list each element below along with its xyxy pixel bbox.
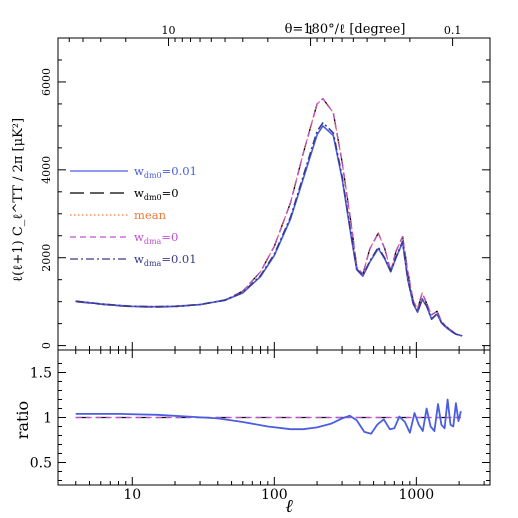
x-tick-label: 100 [261,487,288,503]
spectrum-y-label: ℓ(ℓ+1) C_ℓ^TT / 2π [μK²] [11,118,26,282]
y-tick-label: 2000 [40,244,53,272]
ratio-y-tick-label: 0.5 [30,456,52,472]
ratio-panel: 10 100 1000 0.5 1 1.5 [30,349,491,503]
legend-label: mean [134,208,167,222]
legend-label: wdm0=0 [134,186,179,202]
series-line [75,122,463,337]
ratio-y-tick-label: 1 [43,411,52,427]
y-tick-label: 0 [40,342,53,349]
x-tick-label: 1000 [399,487,435,503]
legend: wdm0=0.01 wdm0=0 mean wdma=0 wdma=0.01 [70,164,197,268]
ratio-y-label: ratio [13,401,32,439]
top-axis-tick-label: 1 [307,24,314,37]
top-axis-label: θ=180°/ℓ [degree] [285,22,406,37]
x-tick-label: 10 [123,487,141,503]
legend-label: wdm0=0.01 [134,164,197,180]
y-tick-label: 4000 [40,156,53,184]
legend-label: wdma=0 [134,230,178,246]
legend-label: wdma=0.01 [134,252,197,268]
ratio-line [75,398,462,435]
top-axis-tick-label: 0.1 [444,24,462,37]
y-tick-label: 6000 [40,68,53,96]
spectrum-panel: 10 1 0.1 0 2000 4000 6000 [40,24,491,485]
top-axis-tick-label: 10 [162,24,176,37]
ratio-y-tick-label: 1.5 [30,366,52,382]
x-axis-label: ℓ [285,496,293,517]
